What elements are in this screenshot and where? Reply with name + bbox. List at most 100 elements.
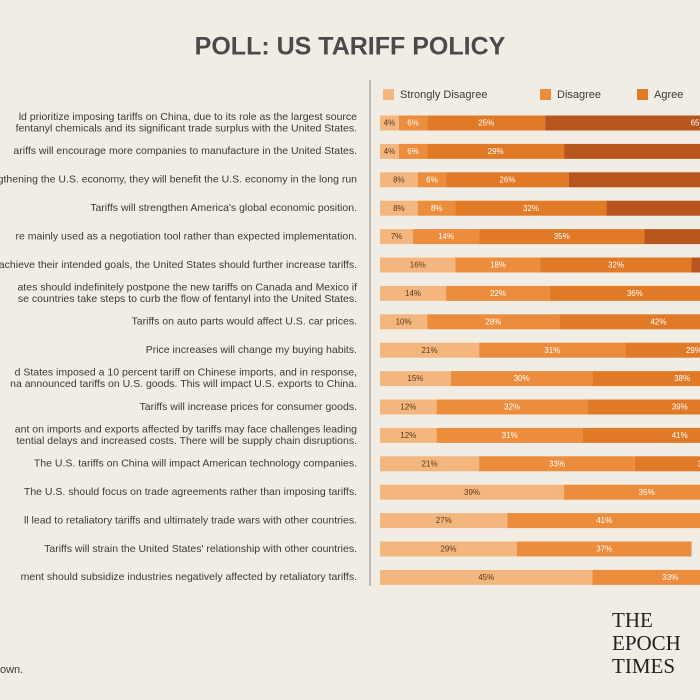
- bar-segment: [413, 229, 480, 245]
- value-label: 22%: [490, 289, 506, 298]
- value-label: 42%: [650, 317, 666, 326]
- bar-segment: [564, 484, 700, 500]
- bar-segment: [592, 569, 700, 585]
- footnote: own.: [0, 664, 23, 676]
- question-label: d States imposed a 10 percent tariff on …: [15, 367, 357, 379]
- question-label: The U.S. should focus on trade agreement…: [24, 486, 357, 498]
- value-label: 32%: [504, 403, 520, 412]
- bar-segment: [380, 427, 437, 443]
- logo-line: EPOCH: [612, 631, 681, 655]
- value-label: 8%: [393, 204, 405, 213]
- legend-label: Agree: [654, 89, 683, 101]
- value-label: 12%: [400, 403, 416, 412]
- bar-segment: [380, 285, 447, 301]
- question-label: ll lead to retaliatory tariffs and ultim…: [24, 514, 357, 526]
- bar-segment: [380, 513, 508, 529]
- bar-segment: [691, 257, 700, 273]
- bar-segment: [545, 115, 700, 131]
- question-label: Tariffs will strain the United States' r…: [44, 543, 357, 555]
- bar-segment: [436, 427, 583, 443]
- value-label: 4%: [384, 119, 396, 128]
- question-label: ariffs will encourage more companies to …: [13, 145, 357, 157]
- value-label: 8%: [431, 204, 443, 213]
- question-label: strengthening the U.S. economy, they wil…: [0, 174, 357, 186]
- question-label: ld prioritize imposing tariffs on China,…: [19, 111, 357, 123]
- bar-segment: [380, 257, 456, 273]
- bar-segment: [446, 172, 569, 188]
- bar-segment: [380, 143, 399, 159]
- legend-swatch: [540, 89, 551, 100]
- bar-segment: [559, 314, 700, 330]
- value-label: 39%: [672, 403, 688, 412]
- value-label: 6%: [407, 119, 419, 128]
- bar-segment: [380, 399, 437, 415]
- question-label: ant on imports and exports affected by t…: [15, 423, 357, 435]
- value-label: 25%: [478, 119, 494, 128]
- bar-segment: [380, 541, 517, 557]
- bar-segment: [479, 342, 626, 358]
- value-label: 33%: [662, 573, 678, 582]
- value-label: 65%: [691, 119, 700, 128]
- question-label: Tariffs will increase prices for consume…: [140, 401, 357, 413]
- question-label: tential delays and increased costs. Ther…: [16, 435, 357, 447]
- value-label: 30%: [698, 459, 700, 468]
- value-label: 35%: [554, 232, 570, 241]
- value-label: 27%: [436, 516, 452, 525]
- bar-segment: [479, 456, 635, 472]
- value-label: 15%: [407, 374, 423, 383]
- question-label: Tariffs on auto parts would affect U.S. …: [132, 316, 357, 328]
- value-label: 21%: [422, 346, 438, 355]
- value-label: 14%: [438, 232, 454, 241]
- value-label: 6%: [407, 147, 419, 156]
- bar-segment: [587, 399, 700, 415]
- bar-segment: [427, 314, 560, 330]
- question-label: se countries take steps to curb the flow…: [18, 293, 357, 305]
- bar-segment: [455, 200, 607, 216]
- bar-segment: [398, 115, 428, 131]
- bar-segment: [446, 285, 550, 301]
- value-label: 10%: [396, 317, 412, 326]
- bar-segment: [427, 143, 565, 159]
- bar-segment: [450, 371, 593, 387]
- question-label: n't achieve their intended goals, the Un…: [0, 259, 357, 271]
- question-label: ates should indefinitely postpone the ne…: [17, 281, 357, 293]
- bar-segment: [634, 456, 700, 472]
- value-label: 45%: [478, 573, 494, 582]
- value-label: 29%: [488, 147, 504, 156]
- question-label: na announced tariffs on U.S. goods. This…: [10, 378, 357, 390]
- bar-segment: [380, 371, 451, 387]
- bar-segment: [592, 371, 700, 387]
- bar-segment: [380, 314, 428, 330]
- bar-segment: [427, 115, 546, 131]
- bar-segment: [380, 484, 565, 500]
- bar-segment: [564, 143, 700, 159]
- value-label: 36%: [627, 289, 643, 298]
- legend-swatch: [637, 89, 648, 100]
- value-label: 14%: [405, 289, 421, 298]
- bar-segment: [582, 427, 700, 443]
- value-label: 26%: [499, 175, 515, 184]
- question-label: The U.S. tariffs on China will impact Am…: [34, 458, 357, 470]
- value-label: 38%: [674, 374, 690, 383]
- question-label: re mainly used as a negotiation tool rat…: [16, 230, 357, 242]
- value-label: 32%: [608, 261, 624, 270]
- value-label: 7%: [391, 232, 403, 241]
- value-label: 29%: [440, 545, 456, 554]
- bar-segment: [516, 541, 692, 557]
- bar-segment: [380, 342, 480, 358]
- value-label: 37%: [596, 545, 612, 554]
- value-label: 18%: [490, 261, 506, 270]
- question-label: fentanyl chemicals and its significant t…: [16, 123, 357, 135]
- value-label: 31%: [544, 346, 560, 355]
- bar-segment: [380, 456, 480, 472]
- value-label: 41%: [672, 431, 688, 440]
- value-label: 4%: [384, 147, 396, 156]
- legend-label: Strongly Disagree: [400, 89, 487, 101]
- value-label: 35%: [639, 488, 655, 497]
- value-label: 32%: [523, 204, 539, 213]
- bar-segment: [540, 257, 692, 273]
- value-label: 8%: [393, 175, 405, 184]
- bar-segment: [380, 569, 593, 585]
- value-label: 33%: [549, 459, 565, 468]
- value-label: 30%: [514, 374, 530, 383]
